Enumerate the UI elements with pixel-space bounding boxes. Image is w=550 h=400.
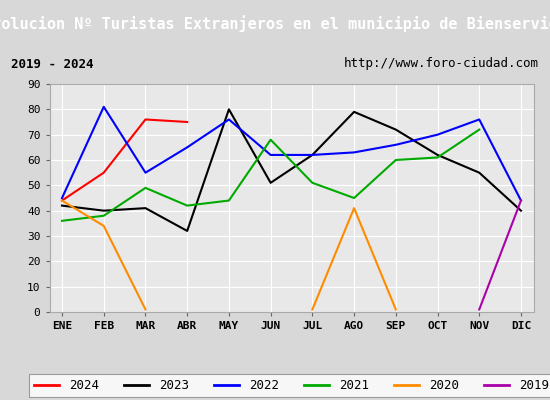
Text: 2019 - 2024: 2019 - 2024 <box>11 58 94 70</box>
Legend: 2024, 2023, 2022, 2021, 2020, 2019: 2024, 2023, 2022, 2021, 2020, 2019 <box>29 374 550 397</box>
Text: http://www.foro-ciudad.com: http://www.foro-ciudad.com <box>344 58 539 70</box>
Text: Evolucion Nº Turistas Extranjeros en el municipio de Bienservida: Evolucion Nº Turistas Extranjeros en el … <box>0 16 550 32</box>
